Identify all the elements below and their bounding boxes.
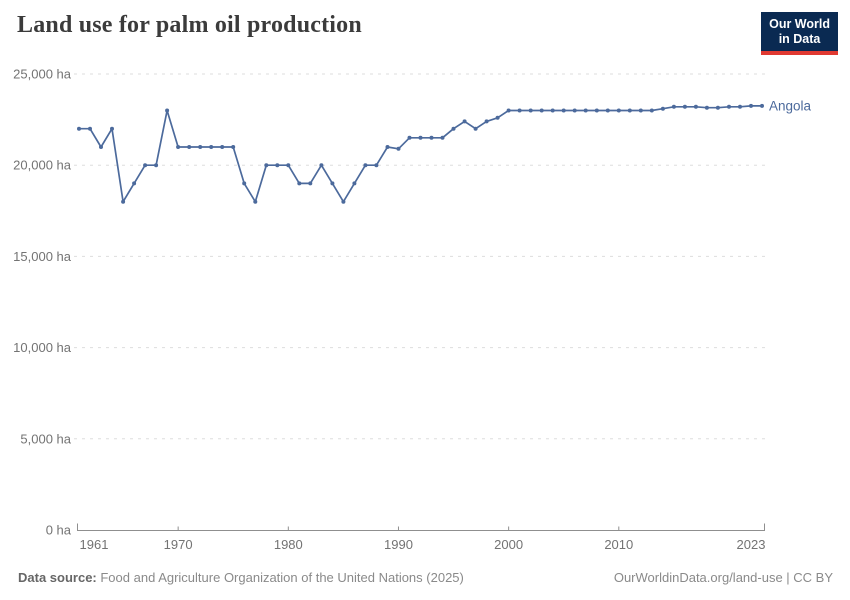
x-tick-label: 2023 xyxy=(737,537,766,552)
data-point xyxy=(693,104,698,109)
y-tick-label: 25,000 ha xyxy=(13,67,72,82)
data-point xyxy=(242,181,247,186)
data-point xyxy=(550,108,555,113)
x-tick-label: 1990 xyxy=(384,537,413,552)
data-point xyxy=(418,135,423,140)
x-tick-label: 2010 xyxy=(604,537,633,552)
x-tick-label: 1961 xyxy=(80,537,109,552)
y-tick-label: 20,000 ha xyxy=(13,158,72,173)
data-source-label: Data source: xyxy=(18,570,97,585)
data-point xyxy=(220,145,225,149)
data-point xyxy=(264,163,269,168)
data-point xyxy=(352,181,357,186)
page-title: Land use for palm oil production xyxy=(17,12,362,38)
chart-footer: Data source: Food and Agriculture Organi… xyxy=(18,570,833,585)
data-point xyxy=(396,146,401,151)
y-tick-label: 15,000 ha xyxy=(13,249,72,264)
data-point xyxy=(198,145,203,149)
owid-logo[interactable]: Our World in Data xyxy=(761,12,838,55)
owid-license-link[interactable]: OurWorldinData.org/land-use | CC BY xyxy=(613,570,833,585)
x-tick-label: 1970 xyxy=(164,537,193,552)
data-point xyxy=(286,163,291,168)
data-point xyxy=(738,104,742,109)
data-point xyxy=(484,119,489,124)
owid-logo-line1: Our World xyxy=(769,17,830,31)
data-point xyxy=(682,104,687,109)
data-point xyxy=(341,199,346,204)
data-point xyxy=(440,135,445,140)
data-point xyxy=(649,108,654,113)
y-tick-label: 0 ha xyxy=(46,523,72,538)
data-point xyxy=(605,108,610,113)
data-point xyxy=(110,126,114,131)
angola-series-line xyxy=(79,105,762,203)
data-point xyxy=(528,108,533,113)
data-point xyxy=(616,108,621,113)
x-tick-label: 1980 xyxy=(274,537,303,552)
data-point xyxy=(407,135,412,140)
data-point xyxy=(319,163,324,168)
data-point xyxy=(462,119,467,124)
data-point xyxy=(154,163,159,168)
data-point xyxy=(539,108,544,113)
entity-label-angola: Angola xyxy=(769,98,812,113)
data-point xyxy=(121,199,126,204)
data-point xyxy=(506,108,511,113)
data-point xyxy=(132,181,137,186)
data-point xyxy=(374,163,379,168)
data-point xyxy=(517,108,522,113)
data-point xyxy=(760,103,764,108)
data-point xyxy=(561,108,566,113)
y-tick-label: 10,000 ha xyxy=(13,340,72,355)
data-point xyxy=(77,126,81,131)
data-source-text: Food and Agriculture Organization of the… xyxy=(96,570,464,585)
data-point xyxy=(231,145,236,149)
data-point xyxy=(451,126,456,131)
y-tick-label: 5,000 ha xyxy=(20,431,71,446)
data-point xyxy=(429,135,434,140)
data-point xyxy=(660,106,665,111)
data-point xyxy=(330,181,335,186)
data-point xyxy=(594,108,599,113)
data-point xyxy=(627,108,632,113)
data-point xyxy=(638,108,643,113)
data-point xyxy=(572,108,577,113)
data-point xyxy=(176,145,181,149)
data-point xyxy=(671,104,676,109)
x-tick-label: 2000 xyxy=(494,537,523,552)
data-point xyxy=(495,115,500,120)
data-point xyxy=(253,199,258,204)
data-source-note: Data source: Food and Agriculture Organi… xyxy=(18,570,464,585)
data-point xyxy=(727,104,731,109)
data-point xyxy=(297,181,302,186)
data-point xyxy=(385,145,390,149)
data-point xyxy=(363,163,368,168)
data-point xyxy=(473,126,478,131)
data-point xyxy=(99,145,103,149)
data-point xyxy=(308,181,313,186)
data-point xyxy=(583,108,588,113)
data-point xyxy=(715,105,720,110)
data-point xyxy=(209,145,214,149)
data-point xyxy=(187,145,192,149)
data-point xyxy=(143,163,148,168)
data-point xyxy=(88,126,92,131)
data-point xyxy=(704,105,709,110)
data-point xyxy=(275,163,280,168)
data-point xyxy=(749,103,753,108)
data-point xyxy=(165,108,170,113)
owid-logo-line2: in Data xyxy=(778,32,821,47)
